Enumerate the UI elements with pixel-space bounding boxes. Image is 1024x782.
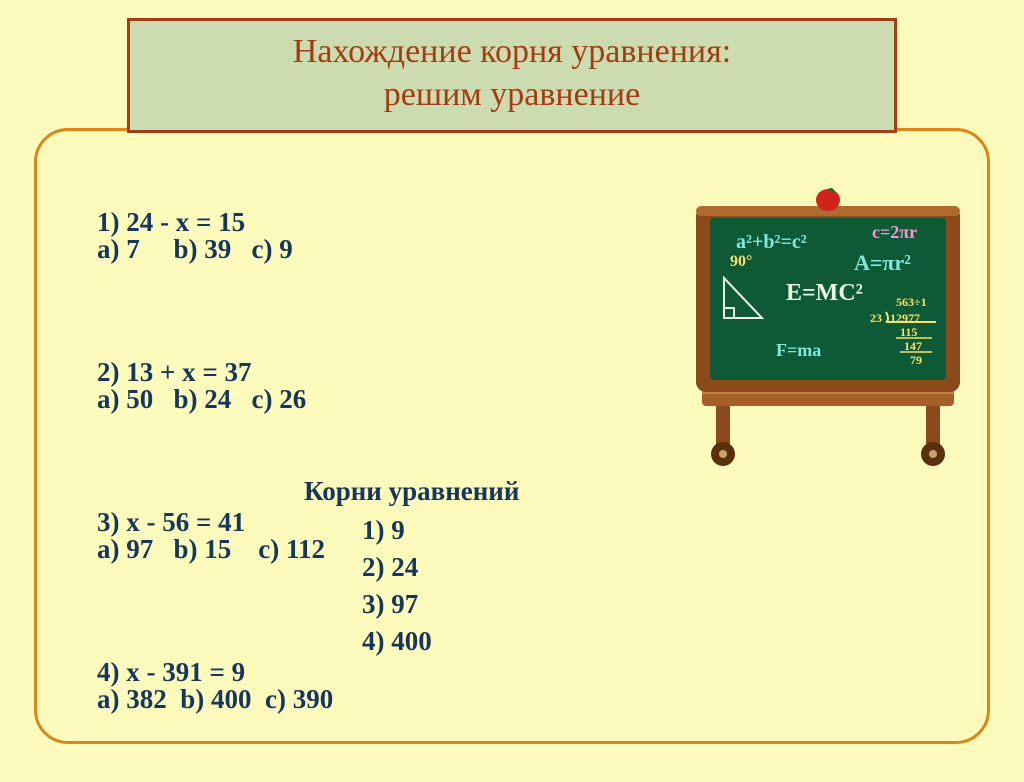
problem-options: a) 97 b) 15 c) 112 — [97, 536, 325, 563]
problem-equation: 2) 13 + x = 37 — [97, 359, 327, 386]
title-line-2: решим уравнение — [130, 74, 894, 117]
svg-text:79: 79 — [910, 353, 922, 367]
svg-text:147: 147 — [904, 339, 922, 353]
problem-row: 1) 24 - x = 15 a) 7 b) 39 c) 9 — [70, 182, 333, 290]
svg-text:12977: 12977 — [890, 311, 920, 325]
svg-text:90°: 90° — [730, 253, 752, 270]
answer-item: 4) 400 — [362, 626, 519, 657]
problems-list: 1) 24 - x = 15 a) 7 b) 39 c) 9 2) 13 + x… — [70, 182, 333, 782]
svg-text:F=ma: F=ma — [776, 340, 821, 360]
problem-row: 4) x - 391 = 9 a) 382 b) 400 c) 390 — [70, 632, 333, 740]
answer-item: 2) 24 — [362, 552, 519, 583]
svg-text:E=MC²: E=MC² — [786, 280, 863, 306]
problem-options: a) 50 b) 24 c) 26 — [97, 386, 306, 413]
svg-text:c=2πr: c=2πr — [872, 222, 917, 242]
svg-text:a²+b²=c²: a²+b²=c² — [736, 231, 807, 253]
problem-equation: 4) x - 391 = 9 — [97, 659, 327, 686]
problem-options: a) 7 b) 39 c) 9 — [97, 236, 293, 263]
answers-list: 1) 9 2) 24 3) 97 4) 400 — [362, 515, 519, 657]
problem-row: 2) 13 + x = 37 a) 50 b) 24 c) 26 — [70, 332, 333, 440]
chalkboard-icon: 90° a²+b²=c² c=2πr A=πr² E=MC² F=ma 563÷… — [686, 188, 970, 468]
svg-text:115: 115 — [900, 325, 917, 339]
chalkboard-illustration: 90° a²+b²=c² c=2πr A=πr² E=MC² F=ma 563÷… — [686, 188, 970, 468]
svg-text:563÷1: 563÷1 — [896, 295, 927, 309]
title-block: Нахождение корня уравнения: решим уравне… — [127, 18, 897, 133]
problem-equation: 3) x - 56 = 41 — [97, 509, 327, 536]
svg-text:23: 23 — [870, 311, 882, 325]
answer-item: 3) 97 — [362, 589, 519, 620]
answer-item: 1) 9 — [362, 515, 519, 546]
answers-title: Корни уравнений — [304, 476, 519, 507]
answers-block: Корни уравнений 1) 9 2) 24 3) 97 4) 400 — [304, 476, 519, 663]
problem-options: a) 382 b) 400 c) 390 — [97, 686, 333, 713]
problem-equation: 1) 24 - x = 15 — [97, 209, 327, 236]
title-line-1: Нахождение корня уравнения: — [130, 31, 894, 74]
problem-row: 3) x - 56 = 41 a) 97 b) 15 c) 112 — [70, 482, 333, 590]
svg-text:A=πr²: A=πr² — [854, 250, 911, 275]
